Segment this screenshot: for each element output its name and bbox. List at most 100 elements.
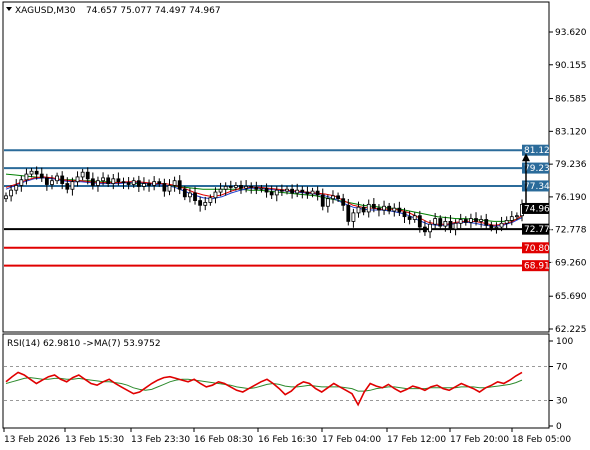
candle-body [198,200,203,206]
candle-body [106,177,111,184]
rsi-panel[interactable] [2,333,550,429]
candle-body [397,207,402,213]
candle-body [75,176,80,183]
candle-body [34,170,39,175]
time-axis: 13 Feb 2026 13 Feb 15:30 13 Feb 23:30 16 Fe… [3,428,571,445]
candle-body [484,219,489,226]
level-label: 79.236 [524,164,556,174]
level-label-box [522,144,549,156]
candle-body [463,219,468,223]
candle-body [172,180,177,186]
candle-body [131,180,136,185]
candle-body [489,224,494,229]
candle-body [24,173,29,181]
price-tick-label: 83.120 [555,127,587,137]
current-price-marker: 74.967 [522,202,556,214]
candle-body [351,212,356,222]
candle-body [4,195,8,200]
upward-arrow [522,153,530,209]
candle-body [182,188,187,198]
candle-body [60,175,65,184]
candle-body [29,170,34,175]
candle-body [177,180,182,190]
candle-body [453,222,458,230]
candle-body [361,206,366,213]
candle-body [320,194,325,207]
candle-body [341,198,346,206]
time-tick-label: 17 Feb 20:00 [450,435,509,445]
candle-body [254,186,259,190]
candle-body [366,203,371,213]
level-label: 81.126 [524,146,556,156]
price-tick-label: 65.690 [555,292,587,302]
time-tick-label: 18 Feb 05:00 [512,435,571,445]
candle-body [44,177,49,185]
candle-body [300,189,305,193]
candle-body [356,206,361,214]
level-label-box [522,260,549,272]
candle-body [14,185,19,191]
candle-body [474,218,478,222]
candle-body [346,204,351,222]
level-label-box [522,162,549,174]
candle-body [193,192,197,201]
candle-body [264,187,269,193]
price-tick-label: 72.778 [555,226,587,236]
candle-body [213,191,218,199]
candle-body [19,179,24,186]
candle-body [377,207,381,211]
candle-body [218,188,223,193]
price-tick-label: 90.155 [555,61,587,71]
candle-body [438,218,443,227]
candle-body [55,175,59,182]
price-panel[interactable] [2,1,550,333]
candle-body [101,177,105,182]
level-labels: 81.126 79.236 77.346 72.778 70.809 68.919 [522,144,556,272]
candle-body [162,183,167,192]
candle-body [504,220,509,224]
candle-body [428,223,432,233]
candle-body [9,189,14,197]
candle-body [458,219,463,224]
candle-body [392,207,397,212]
level-label: 72.778 [524,225,556,235]
candle-body [208,197,213,203]
candle-body [239,185,243,189]
candle-body [136,180,141,187]
candle-body [387,205,392,212]
candle-body [310,190,315,195]
candle-body [90,178,95,186]
time-tick-label: 16 Feb 08:30 [194,435,253,445]
candle-body [295,189,300,194]
candle-body [417,215,422,228]
candle-body [285,188,289,192]
level-label: 68.919 [524,262,556,272]
time-tick-label: 13 Feb 15:30 [65,435,124,445]
rsi-tick-label: 100 [556,337,573,347]
candle-body [85,171,90,180]
candle-body [274,189,279,196]
candle-body [494,226,499,229]
candle-body [111,178,116,184]
rsi-ma-line [5,377,523,392]
time-tick-label: 17 Feb 04:00 [322,435,381,445]
price-tick-label: 69.260 [555,258,587,268]
candle-body [469,218,473,223]
candle-body [152,181,157,186]
candle-body [269,191,274,196]
current-price-label: 74.967 [524,204,556,214]
candle-body [96,180,100,186]
candle-body [121,181,126,184]
candle-body [80,171,85,178]
price-tick-label: 79.236 [555,160,587,170]
candle-body [448,220,453,230]
candle-body [188,192,192,198]
level-label-box [522,180,549,192]
candle-body [290,188,294,194]
candle-body [336,195,340,200]
candle-body [331,195,335,200]
chart-menu-triangle-icon[interactable] [6,7,12,11]
time-tick-label: 13 Feb 2026 [4,435,60,445]
rsi-tick-label: 0 [556,422,562,432]
